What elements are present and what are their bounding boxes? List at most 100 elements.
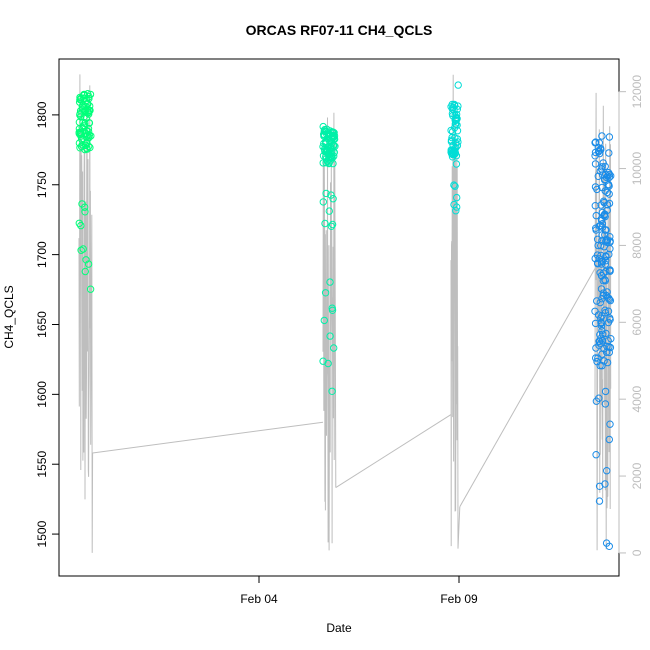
data-point-rf07 <box>75 98 84 106</box>
data-point-rf07 <box>76 109 84 118</box>
altitude-transit <box>335 414 452 489</box>
y-tick-label: 1550 <box>35 451 49 478</box>
data-point-rf07 <box>85 94 93 103</box>
data-point-rf07 <box>79 245 87 253</box>
data-point-rf08 <box>329 141 337 150</box>
data-point-rf11 <box>595 255 603 263</box>
data-point-rf11 <box>592 354 600 362</box>
data-point-rf08 <box>329 195 337 203</box>
x-tick-label: Feb 09 <box>440 592 478 606</box>
data-point-rf07 <box>84 108 93 117</box>
data-point-rf11 <box>597 241 605 250</box>
data-point-rf09 <box>452 139 460 147</box>
data-point-rf07 <box>81 203 89 211</box>
data-point-rf07 <box>86 106 94 115</box>
data-point-rf11 <box>602 226 610 234</box>
data-point-rf09 <box>454 81 462 89</box>
altitude-line-rf11 <box>594 92 612 551</box>
data-point-rf11 <box>596 337 604 345</box>
y-right-tick-label: 8000 <box>630 232 644 259</box>
data-point-rf11 <box>603 358 612 367</box>
y-tick-label: 1700 <box>35 241 49 268</box>
data-point-rf11 <box>606 245 614 253</box>
data-point-rf08 <box>322 139 330 147</box>
data-point-rf08 <box>328 220 337 229</box>
y-tick-label: 1800 <box>35 101 49 128</box>
data-point-rf11 <box>605 435 613 444</box>
data-point-rf07 <box>76 107 85 115</box>
data-point-rf08 <box>321 289 330 297</box>
data-point-rf08 <box>328 387 336 395</box>
altitude-lines <box>78 74 612 553</box>
data-point-rf11 <box>605 190 613 198</box>
data-point-rf08 <box>330 344 338 352</box>
data-point-rf11 <box>606 267 614 275</box>
data-point-rf11 <box>599 330 607 338</box>
data-point-rf09 <box>450 200 458 209</box>
data-point-rf08 <box>320 132 328 140</box>
data-point-rf09 <box>451 182 459 190</box>
y-right-tick-label: 10000 <box>630 152 644 186</box>
chart-title: ORCAS RF07-11 CH4_QCLS <box>246 22 433 38</box>
data-point-rf07 <box>77 246 85 255</box>
data-point-rf11 <box>606 420 614 428</box>
data-point-rf11 <box>595 497 604 505</box>
y-tick-label: 1500 <box>35 520 49 547</box>
data-point-rf07 <box>78 135 86 143</box>
data-point-rf07 <box>84 260 93 268</box>
data-point-rf07 <box>75 219 84 228</box>
data-point-rf11 <box>601 400 610 408</box>
plot-frame <box>58 58 620 577</box>
data-point-rf11 <box>600 357 608 365</box>
altitude-line-rf09 <box>450 74 461 549</box>
data-point-rf11 <box>605 294 613 302</box>
data-point-rf11 <box>603 236 611 244</box>
y-right-tick-label: 0 <box>630 549 644 556</box>
data-point-rf11 <box>602 267 610 276</box>
y-tick-label: 1600 <box>35 381 49 408</box>
data-point-rf11 <box>596 298 604 307</box>
data-point-rf11 <box>597 285 606 293</box>
altitude-line-rf08 <box>322 112 337 551</box>
data-point-rf09 <box>451 148 459 157</box>
data-point-rf11 <box>593 251 602 259</box>
data-point-rf08 <box>324 146 332 154</box>
data-point-rf11 <box>604 337 612 345</box>
data-point-rf11 <box>598 163 606 171</box>
data-point-rf11 <box>605 250 613 259</box>
data-point-rf11 <box>594 172 602 181</box>
data-point-rf11 <box>598 237 606 245</box>
data-point-rf09 <box>452 160 461 168</box>
data-point-rf11 <box>591 148 600 157</box>
altitude-transit <box>459 268 596 508</box>
data-point-rf11 <box>592 344 600 352</box>
data-point-rf11 <box>606 343 615 352</box>
data-point-rf11 <box>597 216 606 225</box>
data-point-rf07 <box>76 93 84 102</box>
data-point-rf07 <box>81 122 89 130</box>
data-point-rf07 <box>76 95 84 104</box>
data-point-rf11 <box>595 139 603 147</box>
data-point-rf08 <box>325 207 333 215</box>
y-tick-label: 1750 <box>35 171 49 198</box>
data-point-rf08 <box>321 219 329 228</box>
data-point-rf11 <box>595 149 604 158</box>
x-tick-label: Feb 04 <box>240 592 278 606</box>
data-point-rf09 <box>447 126 455 135</box>
y-right-tick-label: 6000 <box>630 309 644 336</box>
data-point-rf11 <box>605 149 613 157</box>
y-tick-label: 1650 <box>35 311 49 338</box>
data-point-rf11 <box>597 318 605 327</box>
data-point-rf09 <box>452 116 461 124</box>
data-point-rf11 <box>603 188 611 197</box>
y-right-tick-label: 12000 <box>630 75 644 109</box>
data-point-rf11 <box>603 172 612 180</box>
data-point-rf08 <box>319 198 327 206</box>
data-point-rf11 <box>591 139 599 147</box>
data-point-rf11 <box>606 237 614 245</box>
data-point-rf11 <box>592 397 601 405</box>
data-point-rf11 <box>598 132 606 140</box>
data-point-rf11 <box>592 211 600 220</box>
data-point-rf11 <box>603 206 611 215</box>
